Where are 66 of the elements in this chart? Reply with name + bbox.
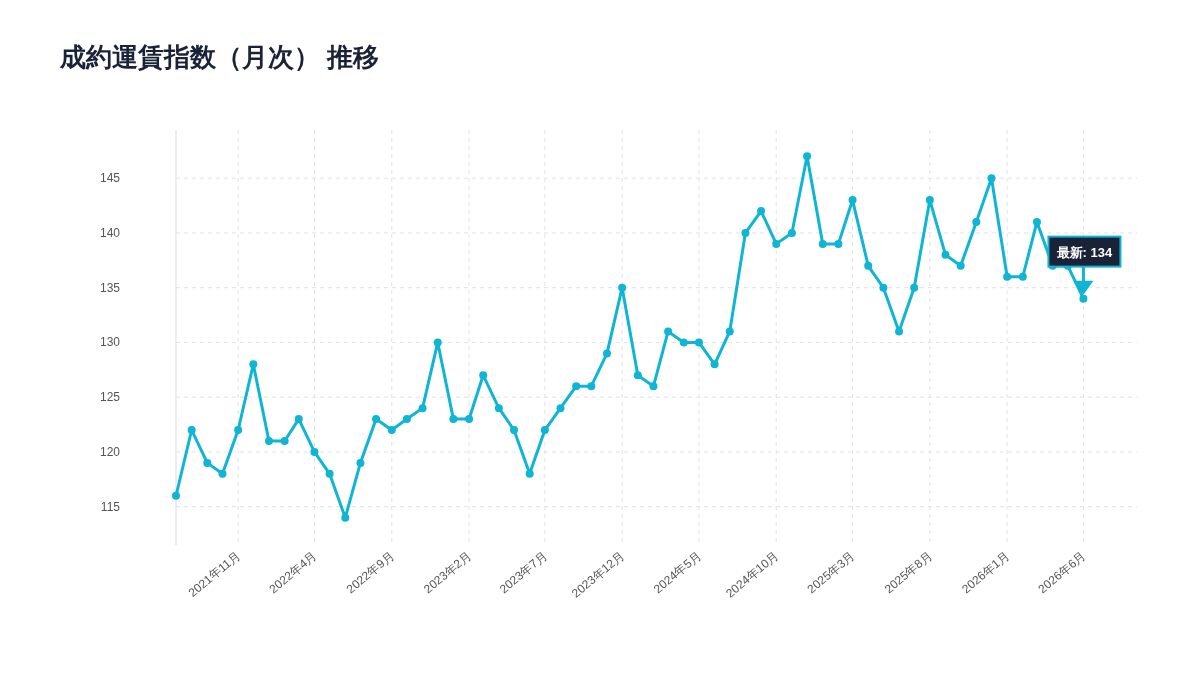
- point: [618, 283, 627, 292]
- point: [525, 469, 534, 478]
- point: [910, 283, 919, 292]
- point: [925, 196, 934, 205]
- point: [818, 239, 827, 248]
- y-tick-label: 115: [100, 499, 121, 514]
- point: [356, 458, 365, 467]
- point: [1079, 294, 1088, 303]
- point: [864, 261, 873, 270]
- point: [234, 426, 243, 435]
- point: [494, 404, 503, 413]
- point: [387, 426, 396, 435]
- y-tick-label: 125: [99, 390, 121, 405]
- point: [725, 327, 734, 336]
- point: [479, 371, 488, 380]
- point: [694, 338, 703, 347]
- point: [556, 404, 565, 413]
- point: [402, 415, 411, 424]
- y-tick-label: 135: [99, 280, 121, 295]
- point: [649, 382, 658, 391]
- point: [218, 469, 227, 478]
- point: [264, 436, 273, 445]
- point: [418, 404, 427, 413]
- point: [710, 360, 719, 369]
- point: [602, 349, 611, 358]
- point: [1032, 217, 1041, 226]
- point: [294, 415, 303, 424]
- point: [848, 196, 857, 205]
- chart-title: 成約運賃指数（月次） 推移: [59, 42, 380, 72]
- point: [987, 174, 996, 183]
- point: [772, 239, 781, 248]
- y-tick-label: 130: [99, 335, 121, 350]
- point: [879, 283, 888, 292]
- point: [465, 415, 474, 424]
- point: [172, 491, 180, 500]
- point: [1018, 272, 1027, 281]
- point: [540, 426, 549, 435]
- point: [510, 426, 519, 435]
- point: [1003, 272, 1012, 281]
- point: [895, 327, 904, 336]
- point: [187, 426, 196, 435]
- point: [325, 469, 334, 478]
- point: [280, 436, 289, 445]
- point: [341, 513, 350, 522]
- point: [741, 228, 750, 237]
- point: [572, 382, 581, 391]
- point: [941, 250, 950, 259]
- y-tick-label: 140: [99, 225, 121, 240]
- point: [372, 415, 381, 424]
- point: [956, 261, 965, 270]
- point: [449, 415, 458, 424]
- point: [834, 239, 843, 248]
- point: [787, 228, 796, 237]
- point: [249, 360, 258, 369]
- point: [664, 327, 673, 336]
- point: [972, 217, 981, 226]
- point: [633, 371, 642, 380]
- point: [679, 338, 688, 347]
- point: [587, 382, 596, 391]
- point: [310, 447, 319, 456]
- point: [803, 152, 812, 161]
- point: [433, 338, 442, 347]
- annotation: 最新: 134: [1055, 244, 1114, 260]
- y-tick-label: 120: [99, 444, 121, 459]
- y-tick-label: 145: [99, 171, 121, 186]
- point: [203, 458, 212, 467]
